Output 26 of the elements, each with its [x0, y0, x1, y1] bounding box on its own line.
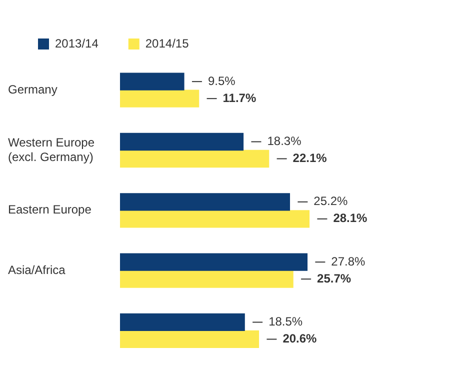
bar — [120, 150, 270, 168]
bar — [120, 253, 308, 271]
data-label: 22.1% — [292, 151, 328, 166]
y-tick-label: Asia/Africa — [8, 262, 66, 277]
data-label: 11.7% — [222, 90, 256, 105]
y-tick-label: Western Europe (excl. Germany) — [8, 135, 95, 164]
bar — [120, 193, 290, 211]
bar — [120, 132, 244, 151]
bar — [120, 270, 294, 288]
bar — [120, 210, 310, 228]
data-label: 18.5% — [268, 314, 303, 329]
bar — [120, 90, 200, 108]
y-tick-label: Eastern Europe — [8, 202, 92, 217]
bar — [120, 330, 260, 348]
data-label: 27.8% — [331, 254, 366, 268]
data-label: 28.1% — [333, 211, 368, 226]
data-label: 25.7% — [317, 271, 352, 286]
data-label: 18.3% — [267, 134, 302, 148]
data-label: 9.5% — [208, 74, 236, 88]
legend-label: 2013/14 — [55, 36, 99, 50]
bar — [120, 313, 245, 332]
data-label: 20.6% — [282, 332, 318, 346]
data-label: 25.2% — [314, 194, 348, 208]
legend-label: 2014/15 — [145, 36, 190, 50]
bar — [120, 72, 184, 90]
y-tick-label: Germany — [8, 82, 58, 96]
